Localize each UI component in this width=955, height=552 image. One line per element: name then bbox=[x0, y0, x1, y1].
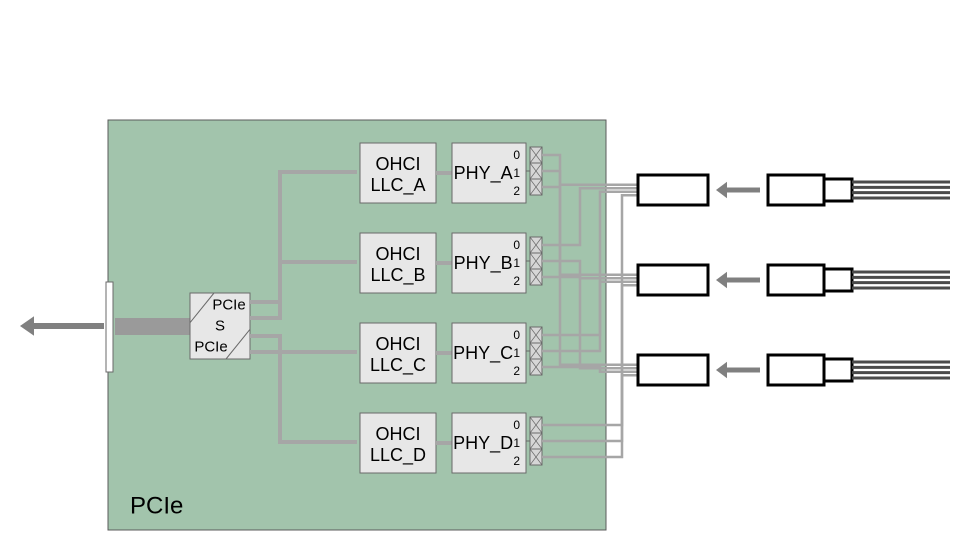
connector-0 bbox=[638, 175, 708, 205]
pcie-switch-label-bot: PCIe bbox=[194, 339, 227, 356]
phy-port-label-b-1: 1 bbox=[513, 256, 520, 270]
ohci-label-bot-d: LLC_D bbox=[370, 445, 426, 466]
ohci-label-top-a: OHCI bbox=[376, 154, 421, 174]
phy-label-a: PHY_A bbox=[454, 163, 513, 184]
pcie-bus bbox=[115, 318, 193, 335]
link-arrow-head-2 bbox=[716, 362, 727, 379]
cable-plug-inner-1 bbox=[824, 269, 852, 291]
ohci-label-bot-a: LLC_A bbox=[370, 175, 425, 196]
cable-plug-inner-2 bbox=[824, 359, 852, 381]
edge-bar bbox=[106, 282, 113, 372]
link-arrow-head-1 bbox=[716, 272, 727, 289]
phy-label-d: PHY_D bbox=[453, 433, 513, 454]
phy-port-label-d-0: 0 bbox=[513, 418, 520, 432]
phy-port-label-c-1: 1 bbox=[513, 346, 520, 360]
ohci-label-bot-b: LLC_B bbox=[370, 265, 425, 286]
connector-1 bbox=[638, 265, 708, 295]
phy-port-label-a-2: 2 bbox=[513, 184, 520, 198]
phy-port-label-a-0: 0 bbox=[513, 148, 520, 162]
phy-port-label-d-1: 1 bbox=[513, 436, 520, 450]
connector-2 bbox=[638, 355, 708, 385]
pcie-switch-label-center: S bbox=[215, 318, 225, 335]
main-label: PCIe bbox=[130, 493, 183, 520]
pcie-switch-label-top: PCIe bbox=[212, 297, 245, 314]
phy-port-label-c-0: 0 bbox=[513, 328, 520, 342]
phy-label-b: PHY_B bbox=[454, 253, 513, 274]
cable-plug-1 bbox=[768, 265, 824, 295]
phy-port-label-b-0: 0 bbox=[513, 238, 520, 252]
phy-port-label-a-1: 1 bbox=[513, 166, 520, 180]
phy-label-c: PHY_C bbox=[453, 343, 513, 364]
cable-plug-0 bbox=[768, 175, 824, 205]
phy-port-label-b-2: 2 bbox=[513, 274, 520, 288]
ohci-label-top-b: OHCI bbox=[376, 244, 421, 264]
pcie-arrow-left-head bbox=[20, 316, 34, 336]
phy-port-label-d-2: 2 bbox=[513, 454, 520, 468]
phy-port-label-c-2: 2 bbox=[513, 364, 520, 378]
ohci-label-bot-c: LLC_C bbox=[370, 355, 426, 376]
cable-plug-inner-0 bbox=[824, 179, 852, 201]
ohci-label-top-d: OHCI bbox=[376, 424, 421, 444]
link-arrow-head-0 bbox=[716, 182, 727, 199]
ohci-label-top-c: OHCI bbox=[376, 334, 421, 354]
cable-plug-2 bbox=[768, 355, 824, 385]
